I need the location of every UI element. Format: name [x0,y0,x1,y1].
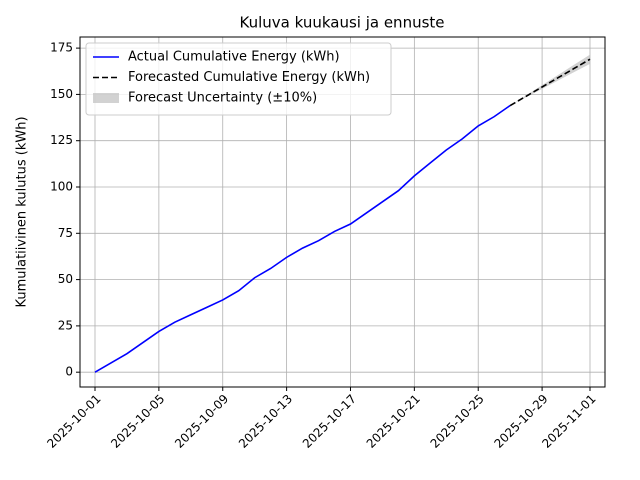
y-tick-label: 0 [65,365,73,379]
legend-label: Actual Cumulative Energy (kWh) [128,50,340,65]
x-tick-label: 2025-10-17 [300,392,359,451]
x-tick-label: 2025-10-09 [172,392,231,451]
chart-title: Kuluva kuukausi ja ennuste [239,14,444,32]
legend-label: Forecasted Cumulative Energy (kWh) [128,70,370,85]
y-tick-label: 150 [50,87,73,101]
y-tick-label: 25 [58,318,73,332]
legend-box [85,42,392,116]
y-tick-label: 50 [58,272,73,286]
plot-frame [79,36,606,388]
y-axis-label: Kumulatiivinen kulutus (kWh) [15,116,30,307]
x-tick-label: 2025-10-13 [236,392,295,451]
legend: Actual Cumulative Energy (kWh) Forecasted… [85,42,392,116]
legend-label: Forecast Uncertainty (±10%) [128,91,317,106]
x-tick-label: 2025-10-05 [108,392,167,451]
uncertainty-band [510,54,590,106]
y-tick-label: 125 [50,133,73,147]
y-tick-label: 75 [58,226,73,240]
y-tick-label: 175 [50,41,73,55]
x-tick-label: 2025-10-25 [428,392,487,451]
x-tick-label: 2025-10-01 [44,392,103,451]
legend-swatch [93,93,119,103]
line [509,58,591,107]
x-tick-label: 2025-10-21 [364,392,423,451]
y-tick-label: 100 [50,180,73,194]
line [94,104,511,373]
